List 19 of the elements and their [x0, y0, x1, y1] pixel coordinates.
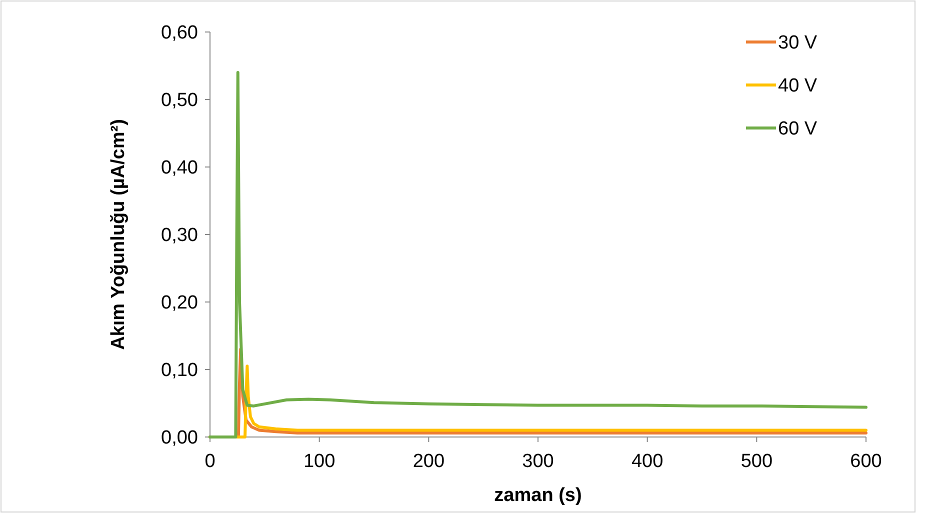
y-tick-label: 0,50 — [161, 90, 198, 112]
x-tick-label: 400 — [631, 451, 664, 472]
x-tick-label: 500 — [740, 451, 773, 472]
y-tick-label: 0,30 — [161, 225, 198, 246]
x-tick-label: 200 — [412, 451, 445, 472]
x-tick-label: 100 — [303, 451, 336, 472]
x-tick-label: 300 — [522, 451, 554, 472]
x-tick-label: 0 — [204, 451, 216, 472]
y-tick-label: 0,60 — [161, 22, 198, 44]
x-axis-title: zaman (s) — [494, 485, 582, 506]
y-tick-label: 0,40 — [161, 158, 198, 179]
x-tick-label: 600 — [850, 451, 882, 472]
legend-label: 40 V — [778, 76, 818, 97]
legend-label: 30 V — [778, 32, 818, 54]
y-tick-label: 0,00 — [161, 428, 198, 449]
legend-label: 60 V — [778, 118, 818, 140]
y-tick-label: 0,10 — [161, 360, 198, 382]
y-axis-title: Akım Yoğunluğu (µA/cm²) — [108, 119, 129, 350]
y-tick-label: 0,20 — [161, 292, 198, 314]
